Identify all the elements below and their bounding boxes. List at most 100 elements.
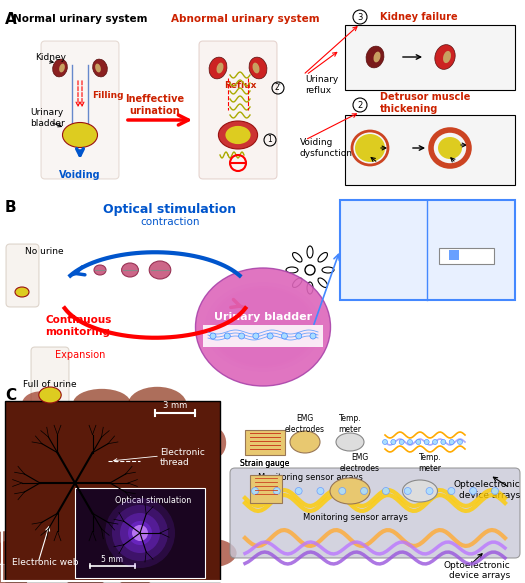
Bar <box>345 25 515 90</box>
Ellipse shape <box>43 390 57 400</box>
Text: Monitoring sensor arrays: Monitoring sensor arrays <box>258 473 362 483</box>
Bar <box>439 248 494 264</box>
Ellipse shape <box>82 408 120 431</box>
Circle shape <box>295 487 302 494</box>
Ellipse shape <box>0 540 31 565</box>
Ellipse shape <box>443 51 451 63</box>
Text: Monitoring sensor arrays: Monitoring sensor arrays <box>302 513 407 522</box>
Ellipse shape <box>69 127 91 143</box>
Ellipse shape <box>205 282 321 372</box>
Ellipse shape <box>0 531 30 564</box>
Circle shape <box>399 440 404 444</box>
Text: 2: 2 <box>358 100 363 110</box>
Circle shape <box>441 440 446 444</box>
Circle shape <box>457 440 463 444</box>
Ellipse shape <box>128 449 150 472</box>
FancyBboxPatch shape <box>31 347 69 410</box>
Circle shape <box>112 505 168 561</box>
Text: Strain gauge: Strain gauge <box>240 458 290 468</box>
Circle shape <box>470 487 477 494</box>
Ellipse shape <box>128 387 186 423</box>
Circle shape <box>251 487 258 494</box>
Circle shape <box>426 487 433 494</box>
FancyBboxPatch shape <box>230 468 520 558</box>
Circle shape <box>449 237 485 273</box>
Text: Electronic
thread: Electronic thread <box>160 448 205 468</box>
Bar <box>345 235 425 247</box>
Text: EMG
electrodes: EMG electrodes <box>285 415 325 434</box>
Ellipse shape <box>17 289 26 295</box>
Ellipse shape <box>52 59 67 77</box>
Ellipse shape <box>290 431 320 453</box>
Text: 5 mm: 5 mm <box>101 556 123 564</box>
Circle shape <box>448 487 455 494</box>
Text: Ineffective
urination: Ineffective urination <box>125 94 185 116</box>
Text: contraction: contraction <box>140 217 200 227</box>
Circle shape <box>238 333 245 339</box>
Ellipse shape <box>62 122 98 147</box>
Circle shape <box>274 487 280 494</box>
Ellipse shape <box>22 391 59 416</box>
Ellipse shape <box>122 557 145 577</box>
FancyBboxPatch shape <box>41 41 119 179</box>
Bar <box>432 215 512 227</box>
Ellipse shape <box>209 286 316 368</box>
Bar <box>340 200 515 300</box>
Ellipse shape <box>15 287 29 297</box>
Ellipse shape <box>47 406 94 431</box>
Ellipse shape <box>93 59 107 77</box>
Ellipse shape <box>403 480 437 502</box>
Text: Continuous
monitoring: Continuous monitoring <box>45 315 111 336</box>
Ellipse shape <box>435 45 455 69</box>
Text: Filling: Filling <box>92 92 123 100</box>
Text: Optical stimulation: Optical stimulation <box>103 203 237 216</box>
Circle shape <box>407 440 413 444</box>
Text: 3 mm: 3 mm <box>163 402 187 410</box>
Ellipse shape <box>95 64 101 72</box>
FancyBboxPatch shape <box>199 41 277 179</box>
Bar <box>432 275 512 287</box>
Ellipse shape <box>203 428 226 458</box>
Ellipse shape <box>218 121 258 149</box>
Circle shape <box>267 333 273 339</box>
Text: Urinary
reflux: Urinary reflux <box>305 75 338 94</box>
Bar <box>75 488 205 578</box>
Text: 1: 1 <box>268 135 272 145</box>
Ellipse shape <box>225 126 250 144</box>
Circle shape <box>339 487 346 494</box>
Ellipse shape <box>355 134 385 162</box>
Circle shape <box>253 333 259 339</box>
Circle shape <box>317 487 324 494</box>
Bar <box>432 255 512 267</box>
Bar <box>245 430 285 455</box>
Ellipse shape <box>0 564 27 583</box>
Text: Optoelectronic
device arrays: Optoelectronic device arrays <box>453 480 520 500</box>
Text: Expansion: Expansion <box>55 350 106 360</box>
Circle shape <box>416 440 421 444</box>
Ellipse shape <box>366 46 384 68</box>
Bar <box>449 250 459 260</box>
Circle shape <box>404 487 411 494</box>
Text: Abnormal urinary system: Abnormal urinary system <box>171 14 319 24</box>
Text: Detrusor muscle
thickening: Detrusor muscle thickening <box>380 92 470 114</box>
Ellipse shape <box>133 493 164 522</box>
Bar <box>345 255 425 267</box>
Ellipse shape <box>336 433 364 451</box>
Text: Temp.
meter: Temp. meter <box>418 454 442 473</box>
Text: Normal urinary system: Normal urinary system <box>13 14 147 24</box>
Bar <box>345 275 425 287</box>
Text: 3: 3 <box>358 12 363 22</box>
Circle shape <box>491 487 499 494</box>
Ellipse shape <box>216 62 224 73</box>
Ellipse shape <box>373 52 381 62</box>
Ellipse shape <box>212 288 314 366</box>
Circle shape <box>424 440 429 444</box>
Bar <box>432 235 512 247</box>
Text: A: A <box>5 12 17 27</box>
Ellipse shape <box>195 268 331 386</box>
Ellipse shape <box>73 389 131 418</box>
Circle shape <box>310 333 316 339</box>
Ellipse shape <box>187 539 237 567</box>
Text: Urinary
bladder: Urinary bladder <box>30 108 65 128</box>
Text: Voiding
dysfunction: Voiding dysfunction <box>300 138 353 157</box>
